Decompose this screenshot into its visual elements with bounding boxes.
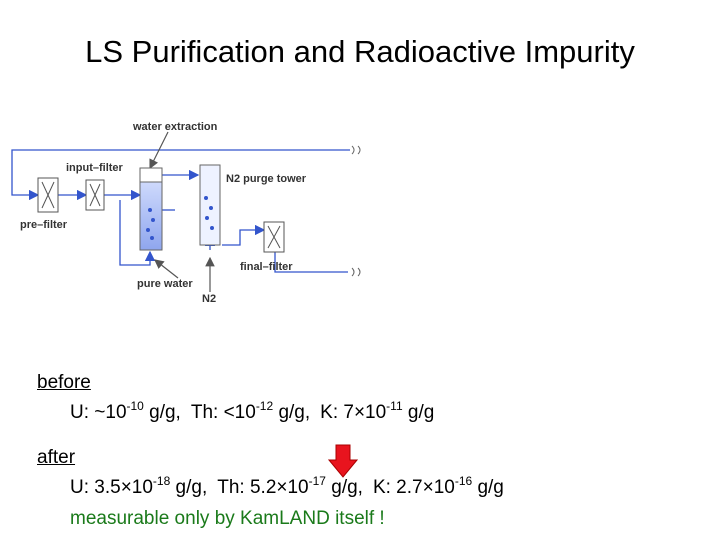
impurity-exponent: -10 — [126, 399, 144, 413]
impurity-unit: g/g, — [149, 402, 181, 423]
impurity-exponent: -11 — [386, 399, 403, 413]
impurity-item: K: 2.7×10-16 g/g — [372, 474, 504, 498]
label-input-filter: input–filter — [66, 162, 124, 174]
impurity-item: K: 7×10-11 g/g — [320, 399, 435, 423]
label-pure-water: pure water — [137, 278, 193, 290]
impurity-exponent: -17 — [308, 474, 326, 488]
impurity-unit: g/g, — [175, 477, 208, 498]
red-arrow — [328, 444, 358, 478]
label-final-filter: final–filter — [240, 261, 293, 273]
before-block: before U: ~10-10 g/g, Th: <10-12 g/g, K: 7… — [37, 372, 697, 432]
slide-title: LS Purification and Radioactive Impurity — [85, 34, 635, 69]
impurity-base: K: 2.7×10 — [372, 477, 455, 498]
impurity-base: U: 3.5×10 — [70, 477, 153, 498]
before-heading: before — [37, 372, 91, 393]
label-pre-filter: pre–filter — [20, 219, 68, 231]
purification-diagram: water extraction input–filter N2 purge t… — [11, 121, 361, 305]
label-n2: N2 — [202, 293, 216, 305]
label-water-extraction: water extraction — [132, 121, 218, 133]
impurity-base: U: ~10 — [70, 402, 127, 423]
impurity-base: Th: <10 — [190, 402, 256, 423]
impurity-item: Th: <10-12 g/g, — [190, 399, 311, 423]
impurity-base: K: 7×10 — [320, 402, 387, 423]
impurity-unit: g/g — [407, 402, 435, 423]
impurity-unit: g/g — [477, 477, 504, 498]
after-note: measurable only by KamLAND itself ! — [70, 508, 385, 529]
impurity-unit: g/g, — [331, 477, 363, 498]
impurity-exponent: -16 — [454, 474, 473, 488]
impurity-base: Th: 5.2×10 — [217, 477, 309, 498]
impurity-exponent: -18 — [152, 474, 171, 488]
label-n2-purge-tower: N2 purge tower — [226, 173, 307, 185]
after-heading: after — [37, 447, 76, 468]
after-values: U: 3.5×10-18 g/g, Th: 5.2×10-17 g/g, K: 2.… — [70, 474, 514, 499]
impurity-item: U: ~10-10 g/g, — [70, 399, 181, 423]
impurity-unit: g/g, — [278, 402, 311, 423]
impurity-item: U: 3.5×10-18 g/g, — [70, 474, 208, 498]
after-block: after U: 3.5×10-18 g/g, Th: 5.2×10-17 g/g… — [37, 447, 697, 537]
before-values: U: ~10-10 g/g, Th: <10-12 g/g, K: 7×10-11 … — [70, 399, 444, 424]
impurity-exponent: -12 — [255, 399, 274, 413]
impurity-item: Th: 5.2×10-17 g/g, — [217, 474, 363, 498]
